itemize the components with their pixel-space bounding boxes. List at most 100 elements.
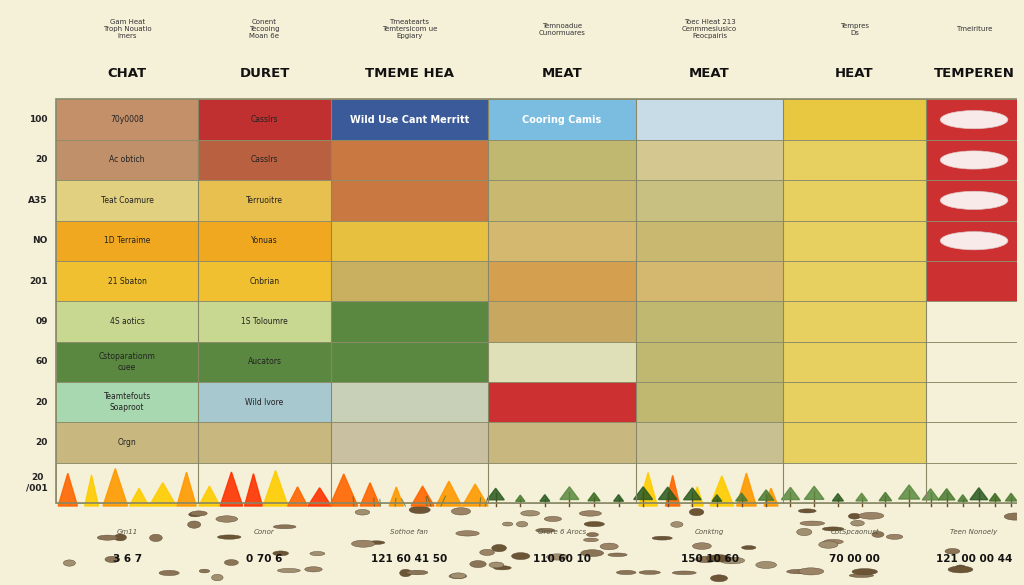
Ellipse shape [707,555,731,562]
Bar [783,140,926,180]
Polygon shape [1006,493,1017,501]
Ellipse shape [584,522,604,526]
Text: 3 6 7: 3 6 7 [113,553,141,564]
Bar [488,140,636,180]
Text: Cooring Camis: Cooring Camis [522,115,602,125]
Bar [783,422,926,463]
Text: Tmeatearts
Temtersicom ue
Epgiary: Tmeatearts Temtersicom ue Epgiary [382,19,437,39]
Text: CHAT: CHAT [108,67,146,80]
Ellipse shape [63,560,76,566]
Text: 20: 20 [36,438,48,447]
Ellipse shape [190,511,207,516]
Bar [56,99,199,140]
Bar [636,422,783,463]
Bar [56,342,199,382]
Bar [636,99,783,140]
Bar [926,180,1022,221]
Text: Casslrs: Casslrs [251,115,279,124]
Text: Teat Coamure: Teat Coamure [100,196,154,205]
Ellipse shape [673,571,696,574]
Bar [56,261,199,301]
Bar [926,301,1022,342]
Bar [331,463,488,503]
Ellipse shape [639,570,660,574]
Ellipse shape [587,532,598,536]
Ellipse shape [1005,513,1024,520]
Polygon shape [330,474,357,506]
Polygon shape [683,488,701,500]
Bar [783,301,926,342]
Polygon shape [560,487,579,500]
Ellipse shape [871,531,884,538]
Ellipse shape [278,569,300,573]
Ellipse shape [581,550,603,556]
Text: Orore 6 Arocs: Orore 6 Arocs [538,529,586,535]
Bar [56,221,199,261]
Ellipse shape [600,543,618,550]
Ellipse shape [521,511,540,516]
Text: 121 60 41 50: 121 60 41 50 [372,553,447,564]
Ellipse shape [584,538,598,542]
Polygon shape [85,475,98,506]
Bar [926,221,1022,261]
Text: Terruoitre: Terruoitre [246,196,283,205]
Text: TEMPEREN: TEMPEREN [934,67,1015,80]
Polygon shape [639,473,657,506]
Polygon shape [360,483,380,506]
Polygon shape [781,487,800,500]
Polygon shape [263,470,288,506]
Ellipse shape [822,527,844,531]
Text: Conent
Tecooing
Moan 6e: Conent Tecooing Moan 6e [249,19,280,39]
Bar [331,99,488,140]
Bar [926,140,1022,180]
Bar [199,463,331,503]
Ellipse shape [410,506,430,514]
Ellipse shape [671,522,683,527]
Bar [199,342,331,382]
Bar [926,422,1022,463]
Text: Aucators: Aucators [248,357,282,366]
Ellipse shape [940,111,1008,129]
Ellipse shape [797,528,812,536]
Ellipse shape [849,573,873,577]
Polygon shape [938,488,955,500]
Text: Ac obtich: Ac obtich [110,156,145,164]
Text: 0 70 6: 0 70 6 [247,553,283,564]
Bar [331,382,488,422]
Text: Conor: Conor [254,529,274,535]
Ellipse shape [851,521,864,526]
Polygon shape [735,493,748,501]
Text: CotSpcaonust: CotSpcaonust [830,529,879,535]
Ellipse shape [608,553,627,556]
Bar [331,301,488,342]
Ellipse shape [852,569,878,575]
Ellipse shape [407,570,428,575]
Text: HEAT: HEAT [836,67,873,80]
Ellipse shape [470,560,486,567]
Polygon shape [288,487,307,506]
Text: Orgn: Orgn [118,438,136,447]
Text: Wild Ivore: Wild Ivore [246,398,284,407]
Bar [199,140,331,180]
Ellipse shape [273,525,296,529]
Polygon shape [805,486,824,500]
Text: 21 Sbaton: 21 Sbaton [108,277,146,285]
Ellipse shape [452,508,471,515]
Bar [56,503,1022,579]
Bar [783,261,926,301]
Text: 20: 20 [36,156,48,164]
Bar [926,463,1022,503]
Ellipse shape [823,539,843,544]
Polygon shape [245,474,262,506]
Polygon shape [540,495,550,501]
Polygon shape [759,490,774,500]
Polygon shape [710,476,733,506]
Text: Temnoadue
Cunormuares: Temnoadue Cunormuares [539,23,586,36]
Polygon shape [487,488,504,500]
Text: TMEME HEA: TMEME HEA [365,67,454,80]
Ellipse shape [150,534,162,542]
Bar [783,382,926,422]
Bar [199,221,331,261]
Bar [331,221,488,261]
Ellipse shape [105,556,120,563]
